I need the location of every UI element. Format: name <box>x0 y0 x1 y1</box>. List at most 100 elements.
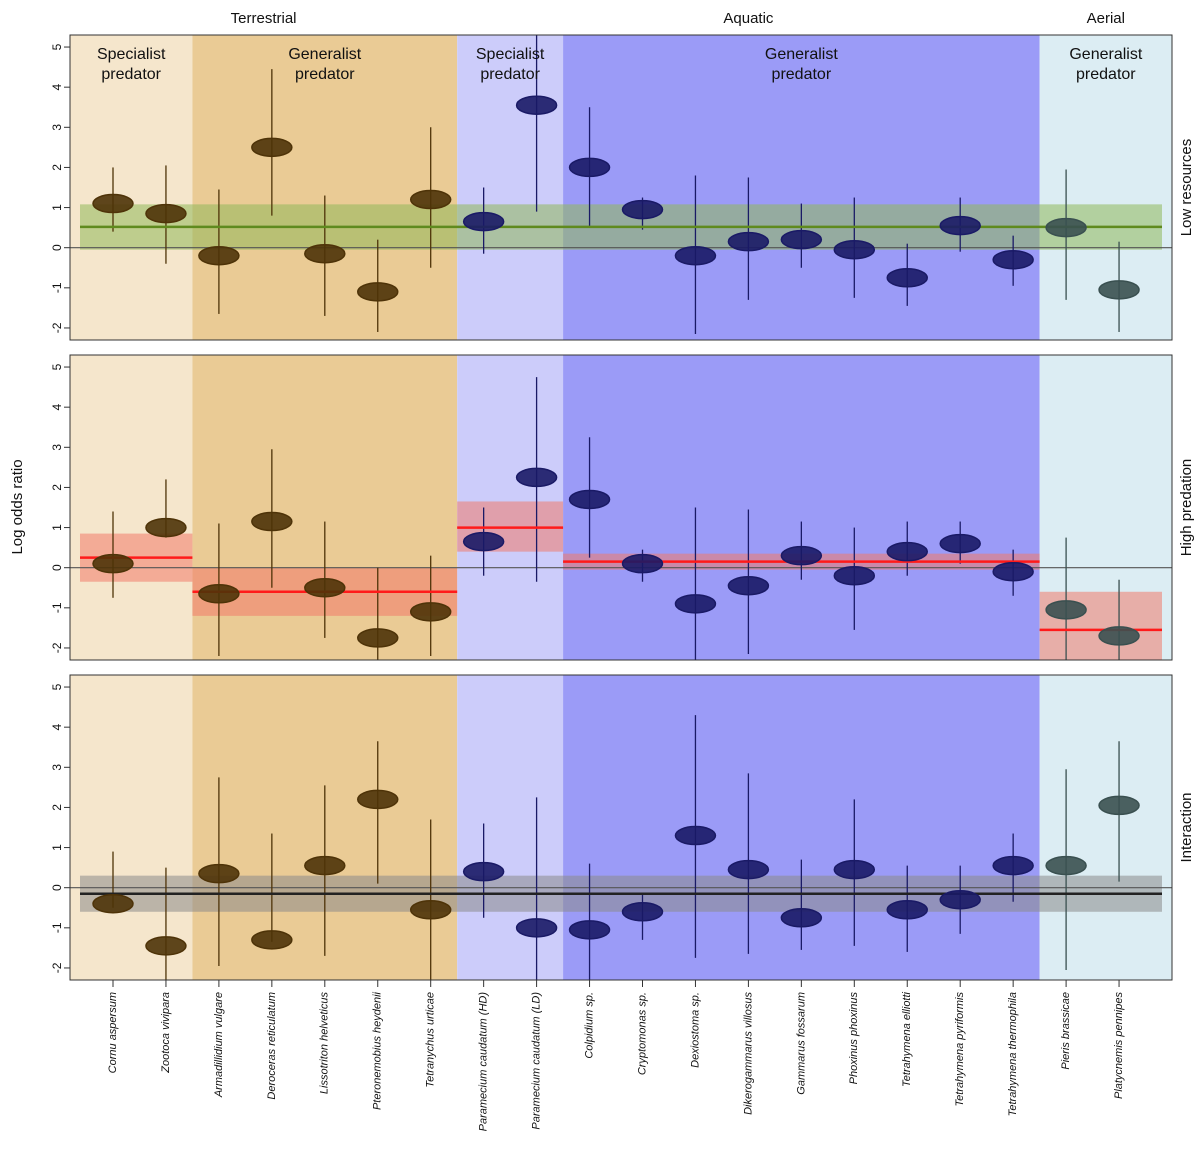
estimate-silhouette <box>357 282 399 302</box>
y-tick-label: 2 <box>50 164 64 171</box>
estimate-silhouette <box>92 553 134 574</box>
estimate-silhouette <box>621 902 664 922</box>
estimate-silhouette <box>304 578 346 598</box>
estimate-silhouette <box>357 628 399 648</box>
estimate-silhouette <box>145 517 187 538</box>
estimate-silhouette <box>568 920 611 940</box>
panel-label: Interaction <box>1178 792 1195 862</box>
y-tick-label: 5 <box>50 43 64 50</box>
estimate-silhouette <box>780 908 823 928</box>
y-tick-label: 3 <box>50 764 64 771</box>
species-label: Pieris brassicae <box>1060 992 1072 1070</box>
estimate-silhouette <box>727 859 770 880</box>
group-background <box>563 355 1040 660</box>
estimate-silhouette <box>939 889 981 910</box>
y-tick-label: 3 <box>50 124 64 131</box>
estimate-silhouette <box>92 894 134 914</box>
species-label: Colpidium sp. <box>583 992 595 1059</box>
estimate-silhouette <box>251 511 293 532</box>
estimate-silhouette <box>833 859 876 880</box>
estimate-silhouette <box>251 137 293 158</box>
species-label: Deroceras reticulatum <box>266 992 278 1100</box>
estimate-silhouette <box>462 211 505 232</box>
y-tick-label: 1 <box>50 524 64 531</box>
estimate-silhouette <box>780 545 823 566</box>
estimate-silhouette <box>515 918 558 938</box>
estimate-silhouette <box>1045 600 1087 620</box>
estimate-silhouette <box>833 239 876 260</box>
estimate-silhouette <box>92 193 134 214</box>
species-label: Paramecium caudatum (LD) <box>531 992 543 1130</box>
estimate-silhouette <box>727 576 770 596</box>
estimate-silhouette <box>992 855 1034 876</box>
group-background <box>1039 675 1172 980</box>
estimate-silhouette <box>409 189 452 210</box>
species-label: Tetrahymena pyriformis <box>954 992 966 1107</box>
estimate-silhouette <box>833 565 876 586</box>
y-tick-label: 5 <box>50 683 64 690</box>
estimate-silhouette <box>568 157 611 178</box>
estimate-silhouette <box>939 533 981 554</box>
estimate-silhouette <box>674 245 717 266</box>
estimate-silhouette <box>145 936 187 956</box>
y-tick-label: 1 <box>50 204 64 211</box>
species-label: Tetranychus urticae <box>425 992 437 1088</box>
panel-frame <box>69 354 1173 661</box>
estimate-silhouette <box>145 203 187 224</box>
estimate-silhouette <box>992 561 1034 582</box>
panel-marks <box>70 377 1172 660</box>
y-axis-title: Log odds ratio <box>9 459 26 554</box>
estimate-silhouette <box>515 467 558 488</box>
estimate-silhouette <box>198 584 240 604</box>
panel-marks <box>70 35 1172 334</box>
species-label: Cryptomonas sp. <box>636 992 648 1075</box>
species-label: Zootoca vivipara <box>160 992 172 1074</box>
estimate-silhouette <box>304 243 346 264</box>
estimate-silhouette <box>886 541 928 562</box>
group-background <box>563 35 1040 340</box>
estimate-silhouette <box>1098 280 1140 300</box>
estimate-silhouette <box>198 245 240 266</box>
estimate-silhouette <box>1045 217 1087 238</box>
y-tick-label: -2 <box>50 322 64 333</box>
panel-marks <box>70 715 1172 980</box>
estimate-silhouette <box>198 863 240 884</box>
estimate-silhouette <box>409 900 452 920</box>
y-tick-label: -1 <box>50 282 64 293</box>
estimate-silhouette <box>515 95 558 115</box>
species-label: Platycnemis pennipes <box>1113 992 1125 1100</box>
y-tick-label: -2 <box>50 962 64 973</box>
species-label: Gammarus fossarum <box>795 992 807 1095</box>
y-tick-label: -1 <box>50 602 64 613</box>
guild-label: Generalist predator <box>764 46 838 83</box>
y-tick-label: 2 <box>50 484 64 491</box>
estimate-silhouette <box>939 215 981 236</box>
guild-label: Specialist predator <box>475 46 545 83</box>
estimate-silhouette <box>886 900 928 920</box>
habitat-label: Terrestrial <box>231 10 297 27</box>
y-tick-label: -2 <box>50 642 64 653</box>
species-label: Lissotriton helveticus <box>319 992 331 1095</box>
panel-frame <box>69 674 1173 981</box>
group-background <box>457 35 564 340</box>
panel-label: Low resources <box>1178 139 1195 237</box>
species-label: Dexiostoma sp. <box>689 992 701 1068</box>
y-tick-label: 4 <box>50 84 64 91</box>
estimate-silhouette <box>1098 795 1140 816</box>
estimate-silhouette <box>251 930 293 950</box>
y-tick-label: 1 <box>50 844 64 851</box>
species-label: Armadillidium vulgare <box>213 992 225 1098</box>
estimate-silhouette <box>357 789 399 810</box>
y-tick-label: 0 <box>50 564 64 571</box>
guild-label: Generalist predator <box>1069 46 1143 83</box>
panel-frame <box>69 34 1173 341</box>
species-label: Paramecium caudatum (HD) <box>478 992 490 1132</box>
group-background <box>70 355 193 660</box>
estimate-silhouette <box>992 249 1034 270</box>
estimate-silhouette <box>462 861 505 882</box>
panel-label: High predation <box>1178 459 1195 557</box>
species-label: Tetrahymena thermophila <box>1007 992 1019 1116</box>
estimate-silhouette <box>674 594 717 614</box>
